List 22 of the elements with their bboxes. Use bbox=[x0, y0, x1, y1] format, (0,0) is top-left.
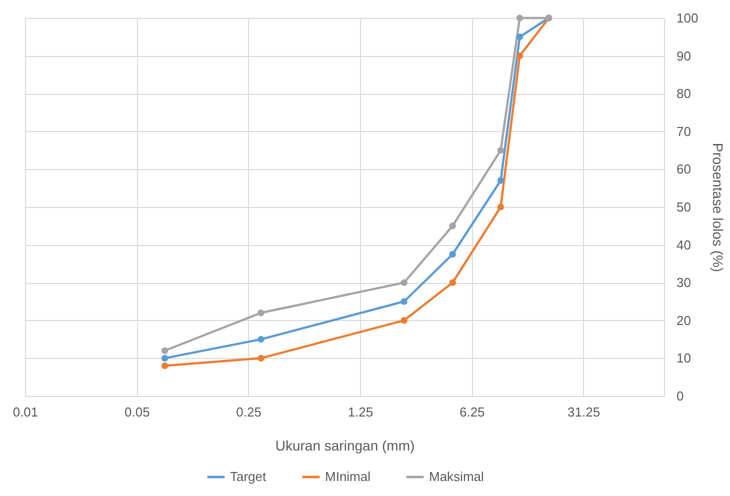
legend-label: Target bbox=[230, 469, 267, 484]
x-tick-label: 6.25 bbox=[459, 404, 485, 420]
x-tick-label: 0.05 bbox=[124, 404, 150, 420]
x-tick-label: 0.25 bbox=[236, 404, 262, 420]
x-tick-label: 1.25 bbox=[348, 404, 374, 420]
y-tick-label: 80 bbox=[676, 86, 691, 102]
y-tick-label: 100 bbox=[676, 10, 698, 26]
x-axis-title: Ukuran saringan (mm) bbox=[275, 438, 415, 454]
x-tick-label: 31.25 bbox=[568, 404, 600, 420]
y-tick-label: 20 bbox=[676, 312, 691, 328]
y-tick-label: 10 bbox=[676, 350, 691, 366]
y-tick-label: 60 bbox=[676, 162, 691, 177]
y-tick-label: 50 bbox=[676, 200, 691, 214]
y-tick-label: 40 bbox=[676, 237, 691, 252]
x-tick-label: 0.01 bbox=[12, 404, 38, 420]
y-tick-label: 0 bbox=[676, 388, 684, 404]
y-tick-label: 70 bbox=[676, 124, 691, 139]
y-tick-label: 30 bbox=[676, 275, 691, 290]
y-axis-title: Prosentase lolos (%) bbox=[710, 142, 726, 272]
y-tick-label: 90 bbox=[676, 48, 691, 64]
legend-label: Maksimal bbox=[429, 469, 484, 484]
legend-label: MInimal bbox=[325, 469, 371, 484]
